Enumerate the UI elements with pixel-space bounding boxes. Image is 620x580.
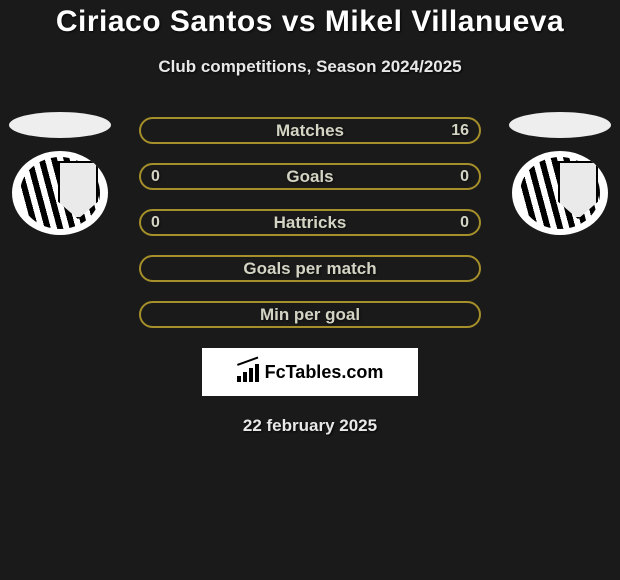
stat-row: 0Goals0 — [139, 163, 481, 190]
stat-label: Min per goal — [141, 305, 479, 325]
date: 22 february 2025 — [0, 416, 620, 436]
stat-row: Matches16 — [139, 117, 481, 144]
page-title: Ciriaco Santos vs Mikel Villanueva — [0, 5, 620, 39]
club-badge-right — [512, 151, 608, 235]
stat-label: Matches — [141, 121, 479, 141]
stat-rows: Matches160Goals00Hattricks0Goals per mat… — [139, 117, 481, 328]
stat-row: Min per goal — [139, 301, 481, 328]
stat-row: Goals per match — [139, 255, 481, 282]
stat-value-left: 0 — [151, 168, 161, 186]
stat-value-left: 0 — [151, 214, 161, 232]
player-slot-left — [10, 112, 110, 235]
stat-label: Hattricks — [141, 213, 479, 233]
stat-value-right: 0 — [459, 168, 469, 186]
bar-chart-icon — [237, 362, 261, 382]
club-badge-left — [12, 151, 108, 235]
stat-label: Goals — [141, 167, 479, 187]
brand-banner: FcTables.com — [202, 348, 418, 396]
player-photo-placeholder-left — [9, 112, 111, 138]
stat-row: 0Hattricks0 — [139, 209, 481, 236]
player-photo-placeholder-right — [509, 112, 611, 138]
stat-value-right: 0 — [459, 214, 469, 232]
stats-area: Matches160Goals00Hattricks0Goals per mat… — [0, 117, 620, 328]
subtitle: Club competitions, Season 2024/2025 — [0, 57, 620, 77]
stat-value-right: 16 — [451, 122, 469, 140]
brand-text: FcTables.com — [265, 362, 384, 383]
stat-label: Goals per match — [141, 259, 479, 279]
player-slot-right — [510, 112, 610, 235]
